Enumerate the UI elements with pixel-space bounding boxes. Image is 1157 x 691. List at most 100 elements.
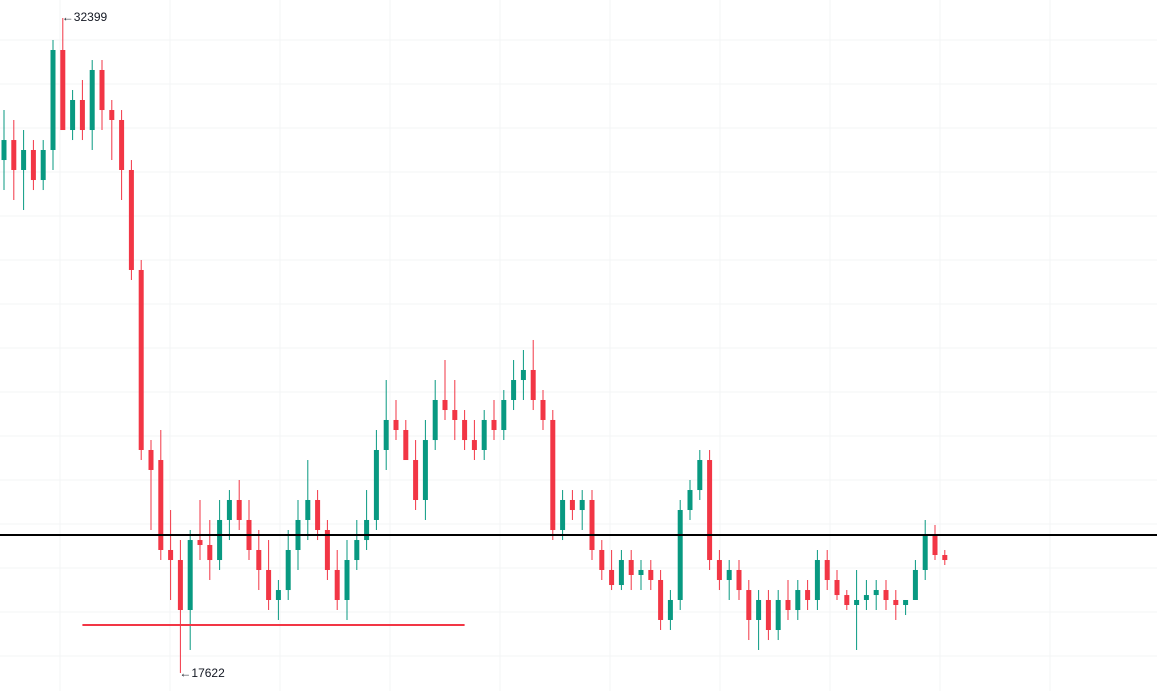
candle-body: [60, 50, 66, 131]
candle-body: [148, 449, 154, 470]
candle-body: [746, 590, 752, 620]
candle-body: [775, 599, 781, 631]
candle-body: [109, 110, 115, 120]
candle-body: [667, 599, 673, 620]
candle-body: [805, 590, 811, 600]
candle-body: [197, 540, 203, 545]
candle-body: [383, 419, 389, 450]
candle-body: [638, 569, 644, 575]
candle-body: [442, 399, 448, 411]
candle-body: [403, 430, 409, 461]
candle-body: [236, 499, 242, 520]
candle-body: [119, 119, 125, 170]
candle-body: [334, 569, 340, 600]
candle-body: [364, 519, 370, 541]
candle-body: [883, 590, 889, 600]
candle-body: [824, 560, 830, 581]
candle-body: [462, 419, 468, 441]
candle-body: [158, 460, 164, 550]
candle-body: [354, 540, 360, 561]
candle-body: [756, 599, 762, 620]
candle-body: [736, 569, 742, 591]
candle-body: [138, 269, 144, 450]
candle-body: [452, 410, 458, 420]
candle-body: [11, 140, 17, 170]
low-label: 17622: [191, 666, 225, 680]
candle-body: [50, 50, 56, 151]
candle-body: [599, 549, 605, 570]
candle-body: [217, 519, 223, 561]
candle-body: [89, 69, 95, 131]
candle-body: [893, 599, 899, 606]
candle-body: [795, 590, 801, 611]
candle-body: [609, 569, 615, 586]
candle-body: [716, 560, 722, 581]
candle-body: [520, 369, 526, 381]
candle-body: [207, 544, 213, 561]
candle-body: [589, 499, 595, 550]
candle-body: [501, 399, 507, 431]
candle-body: [569, 499, 575, 511]
candle-body: [1, 140, 7, 161]
candle-body: [305, 499, 311, 520]
candle-body: [942, 555, 948, 561]
candle-body: [373, 449, 379, 520]
candle-body: [912, 569, 918, 600]
candle-body: [128, 169, 134, 270]
candle-body: [903, 599, 909, 606]
candle-body: [70, 100, 76, 131]
high-label-arrow: ←: [62, 10, 74, 24]
candle-body: [707, 460, 713, 561]
candle-body: [658, 580, 664, 620]
candle-body: [187, 540, 193, 611]
candle-body: [177, 560, 183, 611]
candle-body: [687, 490, 693, 511]
candle-body: [344, 560, 350, 600]
candle-body: [432, 399, 438, 441]
candle-body: [697, 460, 703, 491]
candle-body: [814, 560, 820, 600]
high-label: 32399: [74, 10, 108, 24]
candle-body: [765, 599, 771, 631]
candle-body: [21, 150, 27, 170]
candle-body: [471, 440, 477, 450]
candle-body: [285, 549, 291, 591]
candle-body: [560, 499, 566, 531]
candle-body: [726, 569, 732, 581]
candle-body: [677, 510, 683, 600]
candle-body: [540, 399, 546, 420]
candle-body: [422, 440, 428, 500]
candle-body: [873, 590, 879, 596]
candle-body: [275, 590, 281, 600]
candle-body: [413, 460, 419, 500]
candle-body: [256, 549, 262, 570]
candle-body: [628, 560, 634, 575]
candle-body: [491, 419, 497, 431]
candle-body: [79, 100, 85, 131]
candle-body: [481, 419, 487, 450]
candle-body: [834, 580, 840, 596]
candle-body: [226, 499, 232, 520]
candle-body: [40, 150, 46, 181]
candle-body: [579, 499, 585, 511]
candle-body: [844, 595, 850, 606]
candle-body: [168, 549, 174, 561]
candle-body: [99, 69, 105, 111]
candle-body: [30, 150, 36, 181]
candle-body: [618, 560, 624, 586]
low-label-arrow: ←: [179, 666, 191, 680]
candle-body: [854, 599, 860, 606]
candle-body: [863, 595, 869, 600]
candle-body: [266, 569, 272, 600]
candle-body: [648, 569, 654, 581]
candle-body: [324, 530, 330, 570]
candle-body: [511, 380, 517, 400]
candle-body: [922, 535, 928, 570]
candle-body: [550, 419, 556, 531]
candle-body: [393, 419, 399, 431]
candle-body: [932, 535, 938, 556]
candle-body: [785, 599, 791, 611]
candle-body: [315, 499, 321, 531]
